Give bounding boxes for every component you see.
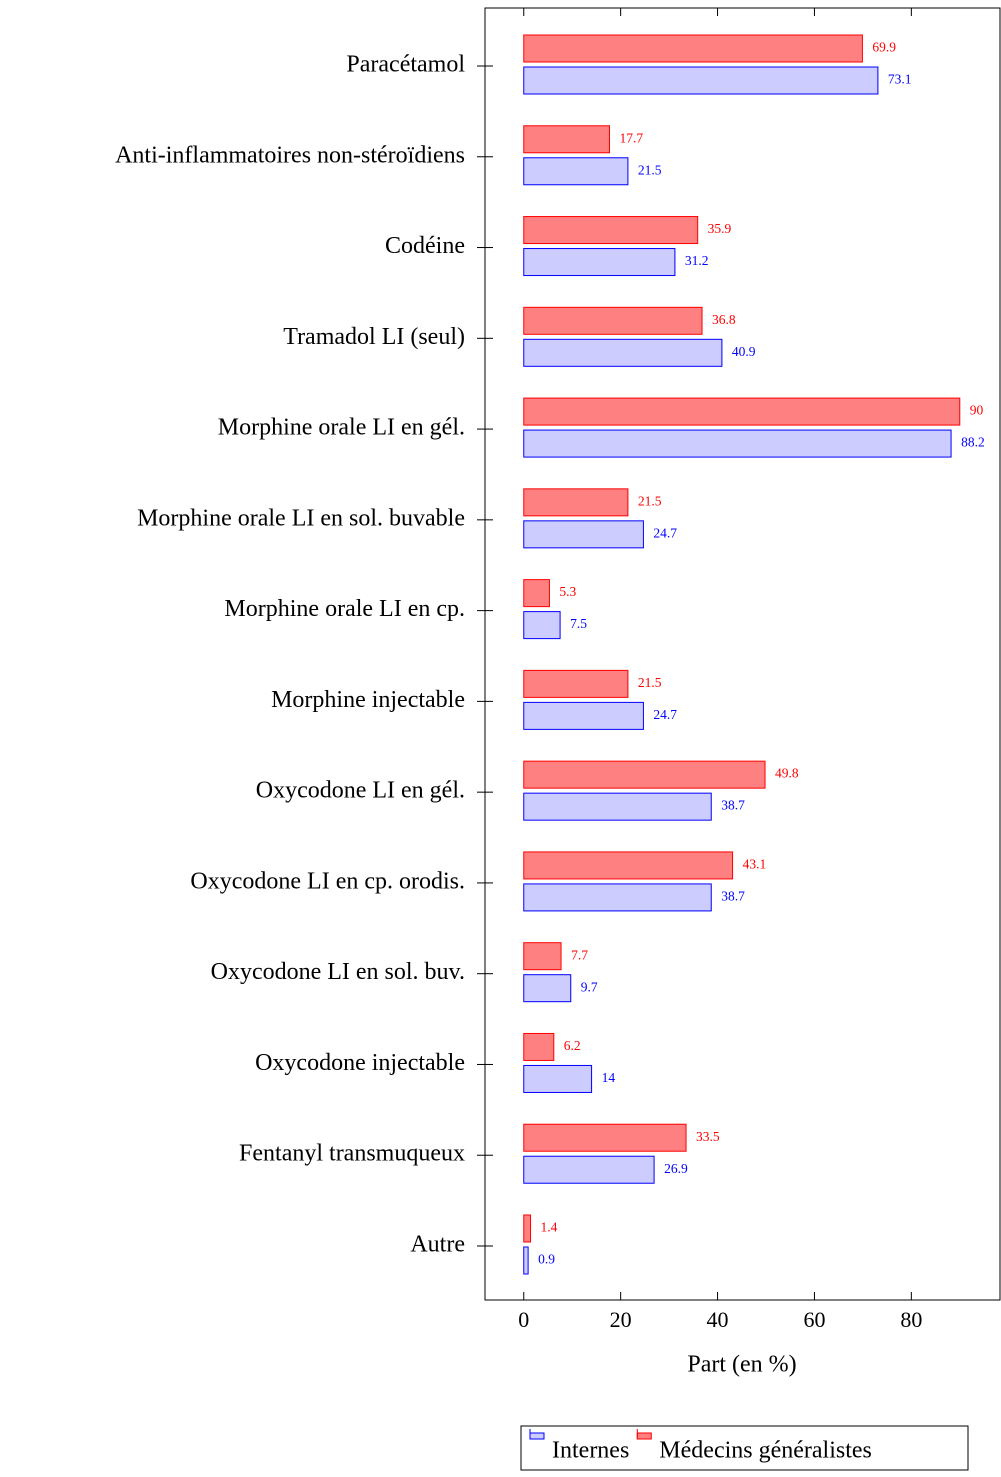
data-label: 26.9 — [664, 1161, 688, 1176]
data-label: 33.5 — [696, 1129, 720, 1144]
bar — [523, 1032, 555, 1061]
y-tick-label: Tramadol LI (seul) — [283, 324, 465, 350]
data-label: 1.4 — [541, 1220, 558, 1235]
bar — [523, 34, 863, 63]
x-tick-label: 80 — [900, 1307, 922, 1332]
data-label: 38.7 — [721, 889, 745, 904]
bar — [523, 397, 961, 426]
data-label: 24.7 — [653, 707, 677, 722]
bar — [523, 488, 629, 517]
data-label: 7.7 — [571, 947, 588, 962]
bar — [523, 611, 561, 640]
y-tick-label: Morphine orale LI en gél. — [218, 415, 465, 441]
bar — [523, 216, 699, 245]
data-label: 73.1 — [888, 72, 912, 87]
x-tick-label: 0 — [518, 1307, 529, 1332]
bar — [523, 792, 712, 821]
bar — [523, 701, 644, 730]
data-label: 24.7 — [653, 525, 677, 540]
data-label: 6.2 — [564, 1038, 581, 1053]
y-tick-label: Morphine orale LI en cp. — [224, 596, 465, 622]
bar — [523, 760, 766, 789]
y-tick-label: Codéine — [385, 233, 465, 259]
data-label: 9.7 — [581, 979, 598, 994]
data-label: 0.9 — [538, 1252, 555, 1267]
y-tick-label: Oxycodone LI en gél. — [256, 778, 465, 804]
bar — [523, 942, 562, 971]
data-label: 90 — [970, 403, 984, 418]
bar — [523, 306, 703, 335]
bar — [523, 851, 734, 880]
x-tick-label: 20 — [610, 1307, 632, 1332]
legend-swatch — [529, 1432, 545, 1440]
bar — [523, 974, 572, 1003]
bar — [523, 429, 952, 458]
data-label: 5.3 — [559, 584, 576, 599]
data-label: 21.5 — [638, 162, 662, 177]
legend-box — [520, 1425, 969, 1471]
legend-swatch — [636, 1432, 652, 1440]
legend-label: Internes — [552, 1438, 629, 1464]
data-label: 7.5 — [570, 616, 587, 631]
y-tick-label: Oxycodone injectable — [255, 1050, 465, 1076]
data-label: 35.9 — [708, 221, 732, 236]
legend-label: Médecins généralistes — [659, 1438, 872, 1464]
data-label: 49.8 — [775, 766, 799, 781]
x-tick-label: 40 — [707, 1307, 729, 1332]
bar — [523, 1064, 593, 1093]
x-tick-label: 60 — [803, 1307, 825, 1332]
data-label: 69.9 — [872, 40, 896, 55]
data-label: 43.1 — [743, 857, 767, 872]
bar — [523, 1123, 687, 1152]
bar — [523, 157, 629, 186]
bar — [523, 669, 629, 698]
data-label: 31.2 — [685, 253, 709, 268]
bar — [523, 1155, 655, 1184]
y-tick-label: Morphine orale LI en sol. buvable — [137, 505, 465, 531]
y-tick-label: Oxycodone LI en sol. buv. — [211, 959, 465, 985]
bar — [523, 579, 550, 608]
data-label: 88.2 — [961, 435, 985, 450]
y-tick-label: Paracétamol — [346, 52, 465, 78]
data-label: 21.5 — [638, 493, 662, 508]
plot-frame — [484, 7, 1001, 1301]
y-tick-label: Autre — [410, 1232, 465, 1258]
bar — [523, 520, 644, 549]
data-label: 40.9 — [732, 344, 756, 359]
data-label: 38.7 — [721, 798, 745, 813]
y-tick-label: Anti-inflammatoires non-stéroïdiens — [115, 142, 465, 168]
bar — [523, 248, 676, 277]
y-tick-label: Morphine injectable — [271, 687, 465, 713]
y-tick-label: Fentanyl transmuqueux — [239, 1141, 465, 1167]
data-label: 17.7 — [620, 130, 644, 145]
bar — [523, 338, 723, 367]
data-label: 21.5 — [638, 675, 662, 690]
bar — [523, 1214, 532, 1243]
data-label: 36.8 — [712, 312, 736, 327]
bar — [523, 1246, 529, 1275]
x-axis-label: Part (en %) — [687, 1352, 796, 1378]
bar — [523, 66, 879, 95]
y-tick-label: Oxycodone LI en cp. orodis. — [190, 868, 465, 894]
bar — [523, 883, 712, 912]
data-label: 14 — [602, 1070, 616, 1085]
bar — [523, 125, 611, 154]
